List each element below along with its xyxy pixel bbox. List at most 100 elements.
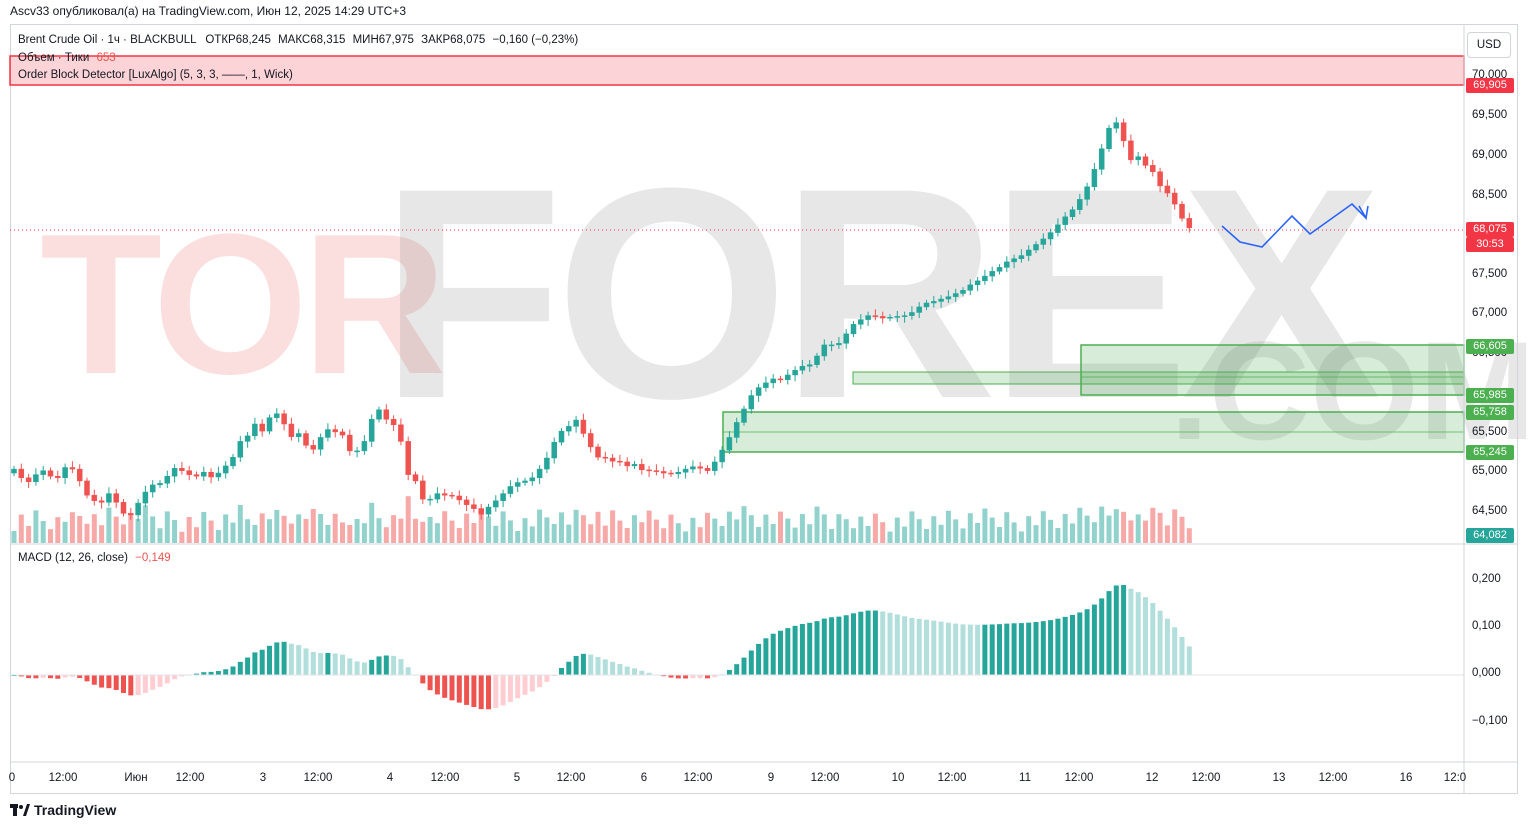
macd-histogram-bar xyxy=(40,675,46,678)
order-block-legend[interactable]: Order Block Detector [LuxAlgo] (5, 3, 3,… xyxy=(18,69,293,81)
volume-bar xyxy=(997,527,1002,543)
candle xyxy=(193,474,200,477)
macd-histogram-bar xyxy=(1018,623,1024,675)
volume-bar xyxy=(902,526,908,543)
candle xyxy=(763,382,769,388)
macd-histogram-bar xyxy=(639,670,645,675)
macd-histogram-bar xyxy=(332,653,338,675)
candle xyxy=(317,437,324,450)
macd-histogram-bar xyxy=(997,624,1002,675)
candle xyxy=(463,499,470,505)
symbol-legend[interactable]: Brent Crude Oil · 1ч · BLACKBULL ОТКР68,… xyxy=(18,34,578,46)
candle xyxy=(646,469,652,472)
candle xyxy=(368,419,375,442)
macd-legend[interactable]: MACD (12, 26, close) −0,149 xyxy=(18,552,171,564)
volume-bar xyxy=(347,525,353,543)
volume-legend[interactable]: Объем · Тики 653 xyxy=(18,52,116,64)
macd-histogram-bar xyxy=(99,675,105,688)
open-label: ОТКР xyxy=(205,34,236,46)
macd-histogram-bar xyxy=(1055,618,1061,675)
low-value: 67,975 xyxy=(378,34,414,46)
volume-bar xyxy=(814,506,820,543)
volume-bar xyxy=(420,521,426,543)
macd-histogram-bar xyxy=(945,622,951,675)
candle xyxy=(500,493,506,501)
order-block-label[interactable]: Order Block Detector [LuxAlgo] (5, 3, 3,… xyxy=(18,69,293,81)
candle xyxy=(529,477,536,482)
macd-histogram-bar xyxy=(1113,585,1119,675)
macd-histogram-bar xyxy=(778,630,783,675)
candle xyxy=(1040,238,1047,245)
symbol-name[interactable]: Brent Crude Oil · 1ч · BLACKBULL xyxy=(18,34,197,46)
macd-histogram-bar xyxy=(580,653,586,675)
tradingview-logo[interactable]: TradingView xyxy=(10,802,116,818)
price-tick: 67,000 xyxy=(1472,307,1508,319)
macd-histogram-bar xyxy=(807,622,813,675)
candle xyxy=(1157,171,1163,187)
candle xyxy=(653,470,660,472)
volume-bar xyxy=(756,527,762,543)
candle xyxy=(47,470,54,477)
candle xyxy=(135,502,141,516)
volume-bar xyxy=(340,522,345,543)
price-tick: 65,000 xyxy=(1472,465,1508,477)
volume-bar xyxy=(639,522,645,543)
order-block-bullish-zone xyxy=(1080,344,1465,396)
candle xyxy=(916,306,922,313)
volume-label[interactable]: Объем · Тики xyxy=(18,52,90,64)
tradingview-logo-icon xyxy=(10,804,30,816)
volume-bar xyxy=(77,516,83,543)
macd-histogram-bar xyxy=(478,675,484,710)
candle xyxy=(215,472,222,478)
volume-bar xyxy=(931,516,937,543)
volume-bar xyxy=(1062,514,1068,543)
macd-histogram-bar xyxy=(756,643,762,675)
candle xyxy=(62,467,68,479)
macd-histogram-bar xyxy=(1026,622,1032,675)
open-value: 68,245 xyxy=(235,34,271,46)
time-tick: 12:00 xyxy=(810,772,840,784)
candle xyxy=(675,471,682,475)
volume-bar xyxy=(99,525,105,543)
macd-histogram-bar xyxy=(142,675,148,693)
candle xyxy=(952,293,959,297)
macd-histogram-bar xyxy=(770,633,776,675)
macd-histogram-bar xyxy=(179,675,185,677)
time-tick: 12:00 xyxy=(48,772,78,784)
candle xyxy=(1011,258,1017,263)
currency-button[interactable]: USD xyxy=(1467,32,1511,58)
volume-bar xyxy=(872,513,878,543)
macd-histogram-bar xyxy=(1077,612,1083,675)
candle xyxy=(288,423,295,437)
chart-frame[interactable] xyxy=(10,24,1518,794)
candle xyxy=(931,301,937,304)
time-tick: 12:00 xyxy=(1064,772,1094,784)
candle xyxy=(785,374,791,380)
volume-bar xyxy=(84,523,90,543)
volume-bar xyxy=(741,506,747,543)
candle xyxy=(186,470,192,475)
candle xyxy=(1186,218,1193,229)
candle xyxy=(420,480,426,500)
macd-histogram-bar xyxy=(792,625,798,675)
macd-label[interactable]: MACD (12, 26, close) xyxy=(18,552,128,564)
volume-bar xyxy=(1113,509,1119,543)
macd-histogram-bar xyxy=(376,656,382,675)
macd-histogram-bar xyxy=(318,653,324,675)
candle xyxy=(1150,165,1156,172)
macd-histogram-bar xyxy=(624,666,630,675)
volume-bar xyxy=(456,528,462,543)
candle xyxy=(11,468,17,474)
candle xyxy=(726,437,733,451)
macd-histogram-bar xyxy=(267,645,272,675)
low-label: МИН xyxy=(352,34,379,46)
candle xyxy=(1084,186,1090,200)
candle xyxy=(1171,192,1178,205)
volume-bar xyxy=(48,529,53,543)
candle xyxy=(493,500,499,508)
macd-histogram-bar xyxy=(340,654,345,675)
macd-histogram-bar xyxy=(602,659,608,675)
volume-bar xyxy=(559,512,564,543)
volume-bar xyxy=(829,529,835,543)
